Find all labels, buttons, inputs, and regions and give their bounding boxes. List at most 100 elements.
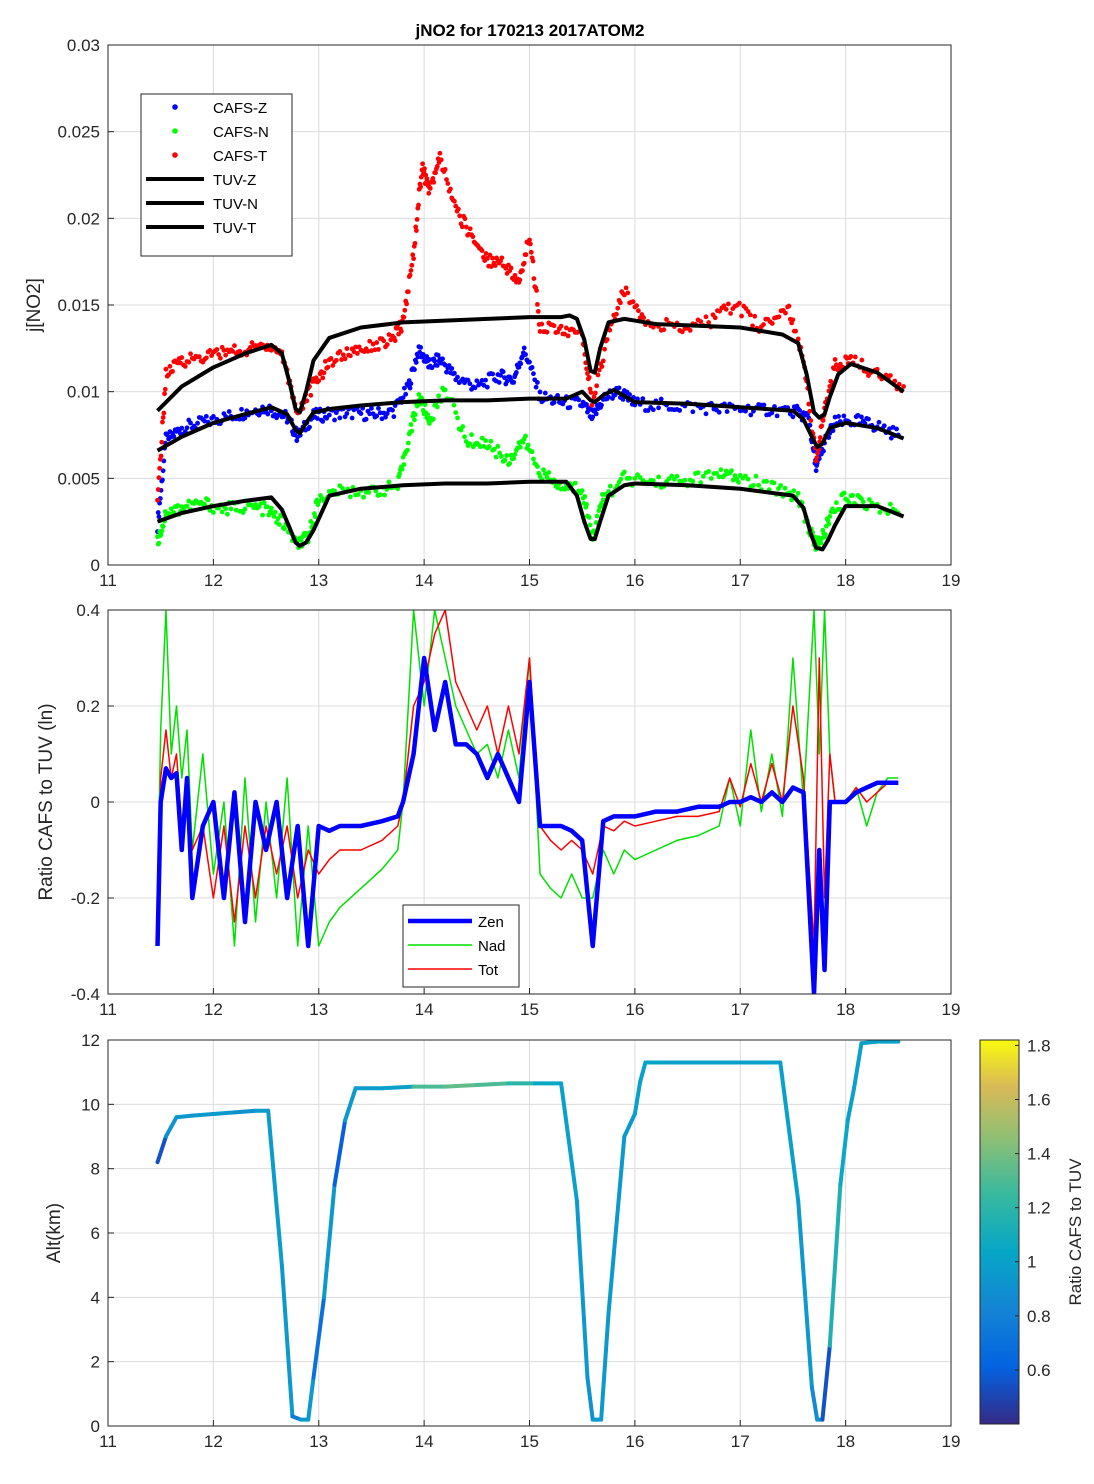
colorbar-tick-label: 1.6 [1027,1090,1051,1109]
data-point [527,359,532,365]
data-point [530,258,536,264]
data-point [155,510,161,515]
data-point [661,327,667,333]
data-point [677,407,683,413]
data-point [408,422,414,427]
data-point [431,179,437,185]
x-tick-label: 14 [415,1000,434,1019]
data-point [221,347,227,353]
data-point [491,446,497,452]
x-tick-labels: 11 12 13 14 15 16 17 18 19 [99,571,960,590]
data-point [888,501,893,507]
data-point [517,444,523,450]
data-point [477,444,483,450]
data-point [587,522,593,528]
data-point [188,351,193,357]
data-point [832,357,838,362]
data-point [429,365,435,371]
x-tick-label: 12 [204,1432,223,1451]
altitude-segment [827,1182,843,1348]
data-point [750,323,755,329]
data-point [405,440,411,446]
data-point [160,415,166,420]
y-tick-label: 6 [91,1224,100,1243]
data-point [551,400,557,405]
data-point [195,420,200,426]
data-point [888,373,893,378]
data-point [584,366,589,372]
data-point [771,480,777,486]
x-tick-labels: 11 12 13 14 15 16 17 18 19 [99,1432,960,1451]
x-tick-label: 17 [731,1000,750,1019]
data-point [160,468,166,474]
data-point [725,301,731,307]
data-point [729,468,734,474]
data-point [249,340,255,345]
data-point [806,401,812,407]
data-point [315,416,320,421]
altitude-segment [232,1108,258,1115]
data-point [155,487,161,492]
data-point [416,392,422,397]
x-tick-label: 16 [625,1432,644,1451]
data-point [479,378,485,383]
data-point [752,313,758,319]
altitude-segment [859,1040,880,1046]
data-point [706,469,712,474]
y-tick-label: -0.4 [71,985,100,1004]
data-point [405,447,410,453]
data-point [641,315,647,321]
data-point [448,186,453,192]
data-point [451,402,457,408]
data-point [563,325,569,331]
data-point [590,414,596,420]
data-point [281,414,287,420]
y-axis-label: Ratio CAFS to TUV (ln) [36,703,57,900]
data-point [162,386,168,392]
y-tick-label: 0.02 [67,209,100,228]
data-point [207,347,213,353]
data-point [163,366,169,372]
data-point [422,166,427,172]
data-point [888,435,894,441]
data-point [621,469,627,475]
data-point [706,320,712,325]
data-point [420,161,426,167]
data-point [239,406,244,412]
data-point [724,409,730,414]
data-point [462,434,467,440]
data-point [656,405,661,411]
x-tick-label: 14 [415,1432,434,1451]
data-point [511,379,517,385]
data-point [761,322,766,327]
data-point [484,384,490,390]
x-tick-label: 18 [836,571,855,590]
data-marks [155,610,899,994]
data-point [355,492,361,497]
axes-box [107,1039,952,1427]
data-point [162,391,167,397]
data-point [527,237,532,243]
data-point [282,526,287,532]
data-point [572,480,578,486]
data-point [531,371,536,377]
data-point [333,357,339,363]
data-point [347,494,353,500]
data-point [218,355,223,361]
data-point [260,512,265,518]
data-point [535,302,540,307]
x-tick-label: 11 [99,1432,117,1451]
data-point [157,465,163,471]
data-point [407,385,413,391]
data-point [460,424,466,429]
legend-label: TUV-T [213,220,256,237]
legend-label: TUV-Z [213,172,256,189]
data-point [412,240,418,246]
data-point [412,367,417,373]
data-point [736,479,741,485]
axes-box [107,609,952,995]
data-point [377,410,383,416]
data-point [589,402,595,408]
legend-box [402,904,520,988]
data-point [444,177,449,182]
